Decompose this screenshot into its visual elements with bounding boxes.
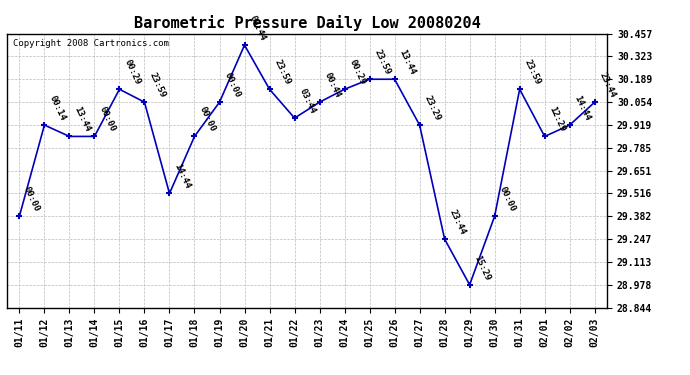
Text: 00:00: 00:00 xyxy=(197,105,217,134)
Text: 00:00: 00:00 xyxy=(222,71,242,99)
Text: 14:44: 14:44 xyxy=(573,94,592,122)
Text: 23:44: 23:44 xyxy=(447,208,467,236)
Text: Copyright 2008 Cartronics.com: Copyright 2008 Cartronics.com xyxy=(13,39,169,48)
Text: 00:00: 00:00 xyxy=(97,105,117,134)
Text: 15:29: 15:29 xyxy=(473,254,492,282)
Text: 23:59: 23:59 xyxy=(147,71,167,99)
Text: 23:59: 23:59 xyxy=(273,58,292,87)
Text: 12:29: 12:29 xyxy=(547,105,567,134)
Text: 00:44: 00:44 xyxy=(322,71,342,99)
Text: 13:44: 13:44 xyxy=(397,48,417,76)
Text: 23:44: 23:44 xyxy=(598,71,617,99)
Text: 00:00: 00:00 xyxy=(497,185,517,213)
Text: 00:44: 00:44 xyxy=(247,14,267,42)
Text: 14:44: 14:44 xyxy=(172,162,192,190)
Text: 00:29: 00:29 xyxy=(122,58,141,87)
Text: 23:29: 23:29 xyxy=(422,94,442,122)
Text: 03:44: 03:44 xyxy=(297,87,317,116)
Text: 00:14: 00:14 xyxy=(47,94,67,122)
Title: Barometric Pressure Daily Low 20080204: Barometric Pressure Daily Low 20080204 xyxy=(134,15,480,31)
Text: 23:59: 23:59 xyxy=(373,48,392,76)
Text: 23:59: 23:59 xyxy=(522,58,542,87)
Text: 00:00: 00:00 xyxy=(22,185,41,213)
Text: 00:29: 00:29 xyxy=(347,58,367,87)
Text: 13:44: 13:44 xyxy=(72,105,92,134)
